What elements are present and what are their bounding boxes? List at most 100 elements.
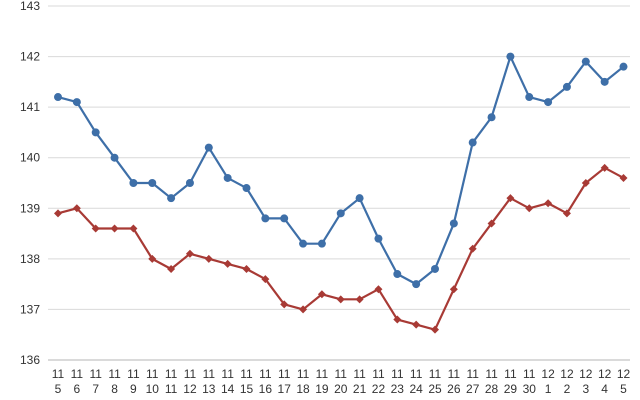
series-2-point — [449, 285, 458, 294]
series-1-point — [242, 184, 251, 193]
series-2-point — [167, 264, 176, 273]
plot-area — [54, 52, 628, 334]
x-tick-label-day: 17 — [278, 382, 292, 396]
x-tick-label-day: 5 — [55, 382, 62, 396]
x-tick-label-day: 16 — [259, 382, 273, 396]
x-tick-label-day: 25 — [428, 382, 442, 396]
series-2-point — [506, 194, 515, 203]
series-2-point — [129, 224, 138, 233]
series-1-point — [412, 280, 421, 289]
series-2-point — [468, 244, 477, 253]
x-tick-label-month: 11 — [485, 367, 498, 381]
x-tick-label-day: 22 — [372, 382, 386, 396]
x-tick-label-day: 1 — [545, 382, 552, 396]
series-1-point — [280, 214, 289, 223]
series-2-point — [91, 224, 100, 233]
series-1-point — [110, 153, 119, 162]
x-tick-label-day: 24 — [409, 382, 423, 396]
series-2-point — [431, 325, 439, 334]
series-1-point — [468, 138, 477, 147]
series-1-point — [449, 219, 458, 228]
x-tick-label-day: 20 — [334, 382, 348, 396]
series-2-point — [544, 199, 553, 208]
series-1-point — [72, 98, 81, 107]
series-1 — [54, 52, 628, 289]
y-tick-label: 143 — [20, 0, 40, 13]
series-2-point — [261, 275, 270, 284]
x-tick-label-month: 11 — [391, 367, 404, 381]
series-1-point — [167, 194, 176, 203]
series-1-point — [393, 270, 402, 279]
series-2-point — [223, 259, 232, 268]
y-tick-label: 140 — [20, 151, 40, 165]
x-tick-label-month: 11 — [127, 367, 140, 381]
x-tick-label-day: 27 — [466, 382, 480, 396]
x-tick-label-day: 14 — [221, 382, 235, 396]
x-tick-label-month: 11 — [71, 367, 84, 381]
x-tick-label-day: 21 — [353, 382, 367, 396]
x-tick-label-month: 12 — [617, 367, 631, 381]
x-tick-label-month: 11 — [52, 367, 65, 381]
x-tick-label-month: 11 — [316, 367, 329, 381]
series-2-point — [412, 320, 421, 329]
series-1-point — [562, 82, 571, 91]
series-2-point — [619, 173, 628, 182]
series-1-point — [317, 239, 326, 248]
x-tick-label-day: 29 — [504, 382, 518, 396]
x-tick-label-month: 11 — [353, 367, 366, 381]
x-tick-label-day: 4 — [601, 382, 608, 396]
series-2-point — [280, 300, 289, 309]
series-1-point — [581, 57, 590, 66]
series-1-point — [261, 214, 270, 223]
series-1-point — [223, 173, 232, 182]
x-tick-label-day: 23 — [391, 382, 405, 396]
series-2-point — [148, 254, 157, 263]
series-2-point — [54, 209, 62, 218]
x-tick-label-month: 11 — [504, 367, 517, 381]
x-tick-label-month: 11 — [146, 367, 159, 381]
x-tick-label-day: 6 — [74, 382, 81, 396]
x-tick-label-month: 11 — [448, 367, 461, 381]
x-tick-label-day: 2 — [564, 382, 571, 396]
x-tick-label-month: 11 — [410, 367, 423, 381]
x-tick-label-month: 11 — [203, 367, 216, 381]
y-tick-label: 136 — [20, 353, 40, 367]
y-tick-label: 142 — [20, 50, 40, 64]
x-tick-label-month: 12 — [598, 367, 612, 381]
x-tick-label-month: 12 — [579, 367, 593, 381]
x-tick-label-month: 11 — [259, 367, 272, 381]
y-tick-label: 137 — [20, 302, 40, 316]
grid-lines — [48, 5, 630, 361]
series-2-point — [393, 315, 402, 324]
x-tick-label-day: 28 — [485, 382, 499, 396]
x-tick-label-month: 11 — [466, 367, 479, 381]
series-2-point — [317, 290, 326, 299]
series-1-point — [148, 179, 157, 187]
series-2-point — [581, 179, 590, 187]
series-1-line — [56, 55, 625, 286]
series-2-point — [336, 295, 345, 304]
x-tick-label-month: 12 — [541, 367, 555, 381]
x-tick-label-month: 11 — [278, 367, 291, 381]
series-1-point — [600, 77, 609, 86]
x-tick-label-month: 11 — [297, 367, 310, 381]
x-tick-label-day: 3 — [582, 382, 589, 396]
x-tick-label-month: 11 — [429, 367, 442, 381]
x-tick-label-day: 26 — [447, 382, 461, 396]
series-1-point — [91, 128, 100, 137]
x-tick-label-month: 11 — [335, 367, 348, 381]
series-2-point — [374, 285, 383, 294]
x-tick-label-day: 10 — [146, 382, 160, 396]
series-2-point — [525, 204, 534, 213]
y-tick-label: 141 — [20, 100, 40, 114]
series-1-point — [185, 179, 194, 187]
x-tick-label-day: 19 — [315, 382, 329, 396]
series-1-point — [487, 113, 496, 122]
x-tick-label-month: 11 — [165, 367, 178, 381]
series-1-point — [54, 93, 62, 102]
series-1-point — [299, 239, 308, 248]
x-tick-label-day: 30 — [523, 382, 537, 396]
series-1-point — [544, 98, 553, 107]
x-tick-label-month: 11 — [523, 367, 536, 381]
y-tick-label: 138 — [20, 252, 40, 266]
